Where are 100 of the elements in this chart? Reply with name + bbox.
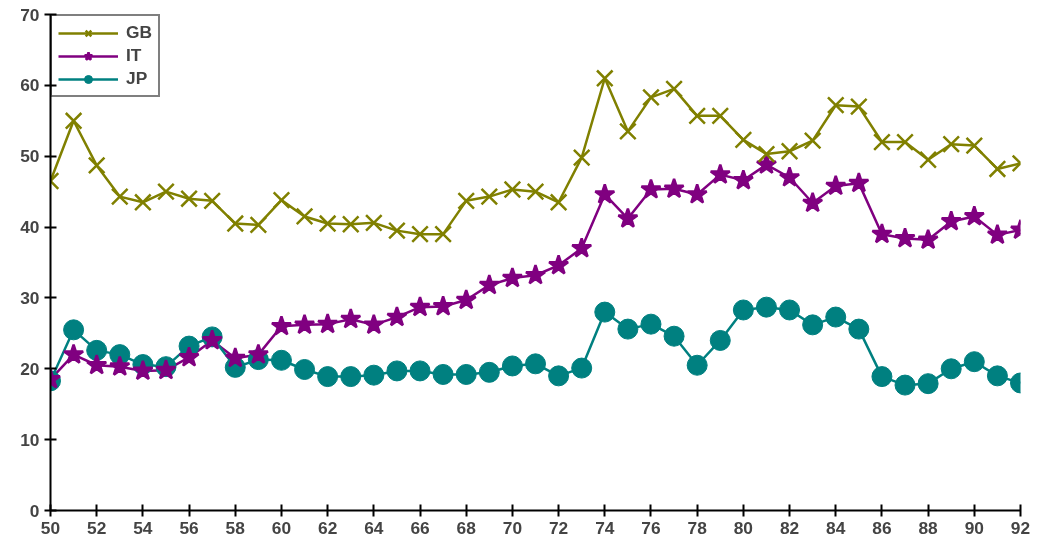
point xyxy=(665,79,684,98)
y-tick-label: 20 xyxy=(20,358,40,379)
y-tick-label: 70 xyxy=(20,4,40,25)
point xyxy=(732,169,755,190)
point xyxy=(663,325,685,347)
y-tick-label: 60 xyxy=(20,75,40,96)
point xyxy=(802,314,824,336)
point xyxy=(363,364,385,386)
point xyxy=(62,343,85,364)
x-tick-label: 86 xyxy=(872,517,892,538)
point xyxy=(272,191,291,210)
point xyxy=(180,189,199,208)
point xyxy=(825,306,847,328)
point xyxy=(548,365,570,387)
point xyxy=(339,307,362,329)
point xyxy=(779,299,801,321)
point xyxy=(917,228,939,250)
point xyxy=(641,88,660,107)
point xyxy=(432,363,454,385)
point xyxy=(780,142,799,161)
point xyxy=(247,343,270,364)
x-tick-label: 52 xyxy=(87,517,107,538)
x-tick-label: 80 xyxy=(733,517,753,538)
point xyxy=(501,355,523,377)
point xyxy=(917,373,939,395)
point xyxy=(940,210,962,231)
x-tick-label: 90 xyxy=(964,517,984,538)
x-tick-label: 56 xyxy=(179,517,200,538)
point xyxy=(849,97,868,116)
x-tick-label: 62 xyxy=(318,517,338,538)
point xyxy=(663,177,685,199)
point xyxy=(340,366,362,388)
point xyxy=(734,130,753,149)
point xyxy=(965,136,984,155)
point xyxy=(894,227,916,248)
point xyxy=(572,148,591,167)
point xyxy=(110,187,129,206)
point xyxy=(409,295,431,317)
point xyxy=(387,221,406,240)
x-tick-label: 66 xyxy=(410,517,431,538)
point xyxy=(617,207,639,228)
point xyxy=(363,313,385,335)
point xyxy=(411,225,430,244)
y-tick-label: 40 xyxy=(20,217,40,238)
x-tick-label: 82 xyxy=(779,517,800,538)
point xyxy=(478,361,500,383)
point xyxy=(942,135,961,154)
point xyxy=(617,318,639,340)
x-tick-label: 60 xyxy=(271,517,292,538)
point xyxy=(988,159,1007,178)
point xyxy=(316,312,339,334)
point xyxy=(226,214,245,233)
point xyxy=(986,365,1008,387)
point xyxy=(132,359,154,381)
point xyxy=(85,353,108,375)
point xyxy=(618,122,637,141)
y-tick-label: 50 xyxy=(20,146,40,167)
x-tick-label: 78 xyxy=(687,517,708,538)
legend-label: IT xyxy=(126,45,143,66)
point xyxy=(524,264,547,285)
x-tick-label: 58 xyxy=(225,517,246,538)
point xyxy=(595,69,614,88)
x-tick-label: 92 xyxy=(1010,517,1031,538)
point xyxy=(480,187,499,206)
point xyxy=(455,363,477,385)
point xyxy=(64,111,83,130)
x-tick-label: 76 xyxy=(641,517,661,538)
point xyxy=(594,183,616,204)
point xyxy=(386,360,408,382)
point xyxy=(547,254,570,275)
point xyxy=(594,301,616,323)
x-tick-label: 88 xyxy=(918,517,939,538)
point xyxy=(801,191,824,213)
point xyxy=(755,296,777,318)
point xyxy=(709,329,731,351)
point xyxy=(986,223,1009,245)
point xyxy=(896,133,915,152)
point xyxy=(963,351,985,373)
point xyxy=(709,163,732,184)
point xyxy=(571,357,593,379)
point xyxy=(963,205,986,226)
point xyxy=(871,366,893,388)
x-tick-label: 70 xyxy=(502,517,523,538)
point xyxy=(293,313,316,335)
point xyxy=(640,178,662,199)
point xyxy=(503,180,522,199)
point xyxy=(341,215,360,234)
point xyxy=(570,237,593,258)
point xyxy=(364,213,383,232)
point xyxy=(919,150,938,169)
point xyxy=(86,339,108,361)
point xyxy=(224,346,247,368)
point xyxy=(501,266,524,288)
point xyxy=(848,171,870,193)
x-tick-label: 68 xyxy=(456,517,477,538)
point xyxy=(688,106,707,125)
point xyxy=(270,349,292,371)
y-tick-label: 0 xyxy=(29,500,40,521)
point xyxy=(457,191,476,210)
point xyxy=(803,131,822,150)
